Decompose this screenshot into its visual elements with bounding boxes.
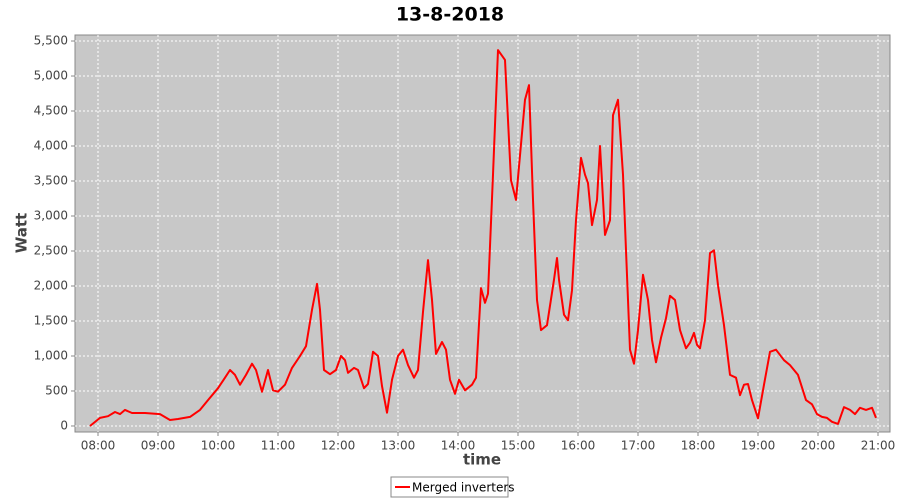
- x-tick-label: 19:00: [741, 439, 776, 453]
- x-tick-label: 08:00: [81, 439, 116, 453]
- x-tick-label: 15:00: [501, 439, 536, 453]
- x-tick-label: 13:00: [381, 439, 416, 453]
- y-tick-label: 4,000: [34, 139, 68, 153]
- x-tick-label: 11:00: [261, 439, 296, 453]
- y-tick-label: 3,500: [34, 174, 68, 188]
- x-tick-label: 17:00: [621, 439, 656, 453]
- x-tick-label: 21:00: [861, 439, 896, 453]
- x-tick-label: 18:00: [681, 439, 716, 453]
- y-tick-label: 3,000: [34, 209, 68, 223]
- y-tick-label: 4,500: [34, 104, 68, 118]
- legend: [390, 476, 509, 498]
- x-tick-label: 20:00: [801, 439, 836, 453]
- y-tick-label: 1,000: [34, 348, 68, 362]
- y-tick-label: 500: [45, 383, 68, 397]
- legend-label: Merged inverters: [412, 481, 515, 495]
- y-tick-label: 2,500: [34, 243, 68, 257]
- x-tick-label: 12:00: [321, 439, 356, 453]
- y-tick-label: 5,500: [34, 34, 68, 48]
- y-axis-label: Watt: [13, 213, 31, 253]
- y-tick-label: 1,500: [34, 313, 68, 327]
- x-tick-label: 09:00: [141, 439, 176, 453]
- y-tick-label: 2,000: [34, 278, 68, 292]
- x-tick-label: 16:00: [561, 439, 596, 453]
- y-tick-label: 5,000: [34, 69, 68, 83]
- x-tick-label: 14:00: [441, 439, 476, 453]
- x-tick-label: 10:00: [201, 439, 236, 453]
- data-line: [89, 49, 877, 427]
- plot-area: [74, 34, 891, 433]
- x-axis-label: time: [463, 451, 501, 469]
- chart-title: 13-8-2018: [396, 4, 504, 26]
- y-tick-label: 0: [60, 418, 68, 432]
